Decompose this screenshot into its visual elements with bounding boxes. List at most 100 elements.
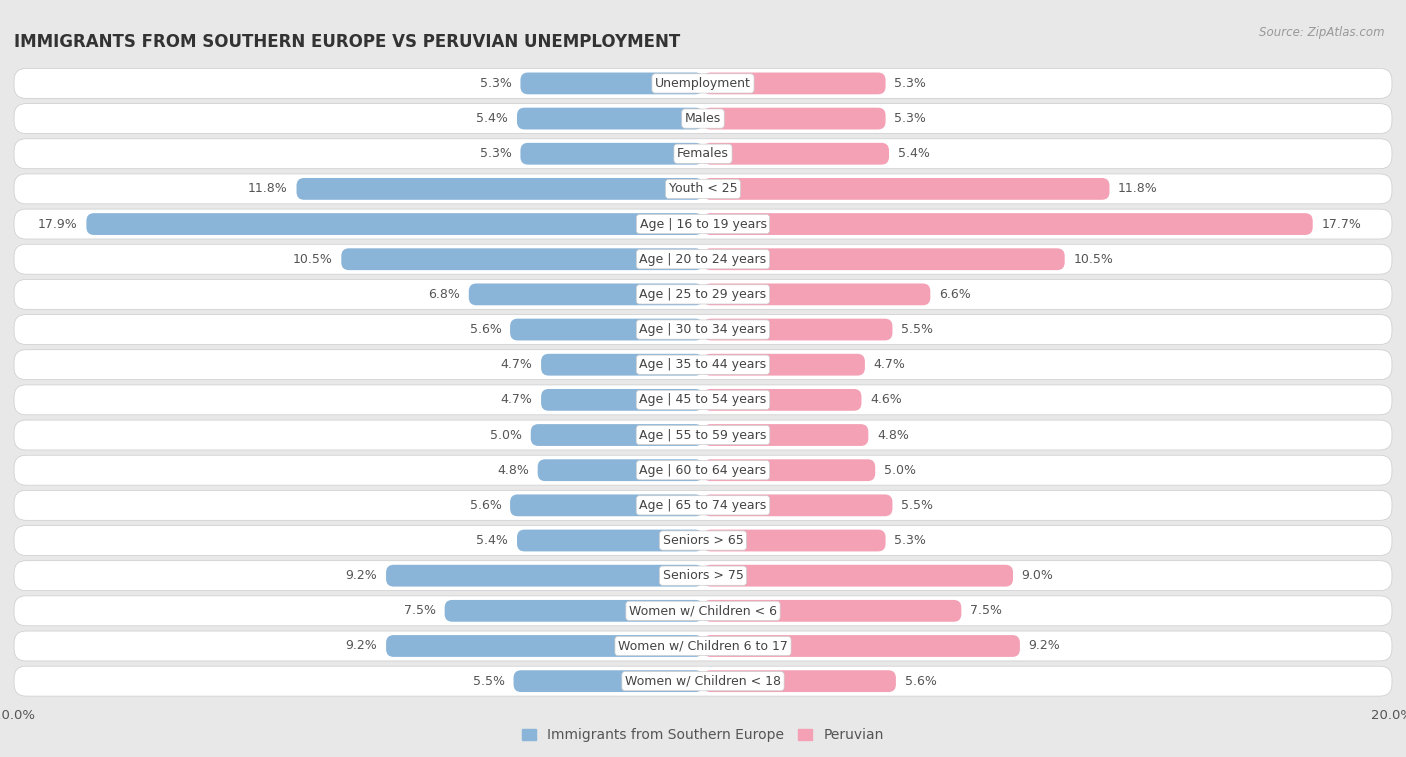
FancyBboxPatch shape — [14, 631, 1392, 661]
FancyBboxPatch shape — [703, 530, 886, 551]
FancyBboxPatch shape — [14, 209, 1392, 239]
Text: 17.7%: 17.7% — [1322, 217, 1361, 231]
FancyBboxPatch shape — [14, 104, 1392, 133]
FancyBboxPatch shape — [703, 600, 962, 621]
Text: 5.6%: 5.6% — [470, 499, 502, 512]
Text: Seniors > 75: Seniors > 75 — [662, 569, 744, 582]
FancyBboxPatch shape — [14, 596, 1392, 626]
Text: 4.8%: 4.8% — [877, 428, 908, 441]
FancyBboxPatch shape — [14, 561, 1392, 590]
FancyBboxPatch shape — [703, 283, 931, 305]
FancyBboxPatch shape — [517, 530, 703, 551]
FancyBboxPatch shape — [520, 73, 703, 95]
Text: Source: ZipAtlas.com: Source: ZipAtlas.com — [1260, 26, 1385, 39]
Text: 4.8%: 4.8% — [498, 464, 529, 477]
Text: 11.8%: 11.8% — [1118, 182, 1157, 195]
Text: Age | 35 to 44 years: Age | 35 to 44 years — [640, 358, 766, 371]
Text: 5.3%: 5.3% — [894, 112, 927, 125]
FancyBboxPatch shape — [14, 315, 1392, 344]
FancyBboxPatch shape — [541, 389, 703, 411]
FancyBboxPatch shape — [703, 635, 1019, 657]
Text: 5.4%: 5.4% — [477, 534, 509, 547]
Text: 11.8%: 11.8% — [249, 182, 288, 195]
Text: 9.2%: 9.2% — [346, 569, 377, 582]
FancyBboxPatch shape — [703, 107, 886, 129]
FancyBboxPatch shape — [703, 73, 886, 95]
Text: 6.8%: 6.8% — [429, 288, 460, 301]
FancyBboxPatch shape — [14, 491, 1392, 520]
FancyBboxPatch shape — [703, 248, 1064, 270]
Text: 4.7%: 4.7% — [501, 394, 533, 407]
FancyBboxPatch shape — [14, 525, 1392, 556]
FancyBboxPatch shape — [297, 178, 703, 200]
FancyBboxPatch shape — [387, 565, 703, 587]
FancyBboxPatch shape — [14, 68, 1392, 98]
Text: Age | 65 to 74 years: Age | 65 to 74 years — [640, 499, 766, 512]
Text: Age | 20 to 24 years: Age | 20 to 24 years — [640, 253, 766, 266]
Text: 6.6%: 6.6% — [939, 288, 970, 301]
Text: 4.6%: 4.6% — [870, 394, 901, 407]
Text: Age | 45 to 54 years: Age | 45 to 54 years — [640, 394, 766, 407]
FancyBboxPatch shape — [444, 600, 703, 621]
Text: Females: Females — [678, 148, 728, 160]
Text: 5.5%: 5.5% — [472, 674, 505, 687]
Text: 5.0%: 5.0% — [884, 464, 915, 477]
Text: IMMIGRANTS FROM SOUTHERN EUROPE VS PERUVIAN UNEMPLOYMENT: IMMIGRANTS FROM SOUTHERN EUROPE VS PERUV… — [14, 33, 681, 51]
Text: Women w/ Children < 6: Women w/ Children < 6 — [628, 604, 778, 617]
FancyBboxPatch shape — [520, 143, 703, 164]
FancyBboxPatch shape — [703, 424, 869, 446]
Text: Youth < 25: Youth < 25 — [669, 182, 737, 195]
FancyBboxPatch shape — [14, 666, 1392, 696]
FancyBboxPatch shape — [14, 279, 1392, 310]
FancyBboxPatch shape — [14, 350, 1392, 380]
Text: 5.3%: 5.3% — [479, 148, 512, 160]
Text: 5.4%: 5.4% — [477, 112, 509, 125]
FancyBboxPatch shape — [703, 565, 1012, 587]
FancyBboxPatch shape — [513, 670, 703, 692]
Text: Age | 16 to 19 years: Age | 16 to 19 years — [640, 217, 766, 231]
FancyBboxPatch shape — [703, 319, 893, 341]
FancyBboxPatch shape — [342, 248, 703, 270]
Text: 5.6%: 5.6% — [904, 674, 936, 687]
FancyBboxPatch shape — [510, 494, 703, 516]
FancyBboxPatch shape — [14, 385, 1392, 415]
FancyBboxPatch shape — [510, 319, 703, 341]
Text: Age | 55 to 59 years: Age | 55 to 59 years — [640, 428, 766, 441]
Text: Women w/ Children 6 to 17: Women w/ Children 6 to 17 — [619, 640, 787, 653]
Text: Seniors > 65: Seniors > 65 — [662, 534, 744, 547]
FancyBboxPatch shape — [14, 245, 1392, 274]
FancyBboxPatch shape — [14, 139, 1392, 169]
FancyBboxPatch shape — [703, 213, 1313, 235]
Legend: Immigrants from Southern Europe, Peruvian: Immigrants from Southern Europe, Peruvia… — [523, 728, 883, 742]
Text: 10.5%: 10.5% — [292, 253, 333, 266]
Text: Unemployment: Unemployment — [655, 77, 751, 90]
FancyBboxPatch shape — [14, 455, 1392, 485]
Text: 9.2%: 9.2% — [1029, 640, 1060, 653]
FancyBboxPatch shape — [531, 424, 703, 446]
FancyBboxPatch shape — [14, 174, 1392, 204]
Text: 4.7%: 4.7% — [873, 358, 905, 371]
FancyBboxPatch shape — [86, 213, 703, 235]
FancyBboxPatch shape — [387, 635, 703, 657]
Text: 5.6%: 5.6% — [470, 323, 502, 336]
Text: 17.9%: 17.9% — [38, 217, 77, 231]
FancyBboxPatch shape — [703, 494, 893, 516]
Text: 7.5%: 7.5% — [970, 604, 1002, 617]
Text: 5.5%: 5.5% — [901, 323, 934, 336]
Text: 5.0%: 5.0% — [491, 428, 522, 441]
Text: 9.0%: 9.0% — [1022, 569, 1053, 582]
Text: 4.7%: 4.7% — [501, 358, 533, 371]
FancyBboxPatch shape — [517, 107, 703, 129]
Text: Women w/ Children < 18: Women w/ Children < 18 — [626, 674, 780, 687]
FancyBboxPatch shape — [703, 459, 875, 481]
Text: Males: Males — [685, 112, 721, 125]
Text: 5.3%: 5.3% — [894, 534, 927, 547]
Text: Age | 30 to 34 years: Age | 30 to 34 years — [640, 323, 766, 336]
FancyBboxPatch shape — [703, 670, 896, 692]
Text: 5.3%: 5.3% — [479, 77, 512, 90]
Text: Age | 25 to 29 years: Age | 25 to 29 years — [640, 288, 766, 301]
FancyBboxPatch shape — [541, 354, 703, 375]
Text: 9.2%: 9.2% — [346, 640, 377, 653]
Text: 5.3%: 5.3% — [894, 77, 927, 90]
Text: Age | 60 to 64 years: Age | 60 to 64 years — [640, 464, 766, 477]
